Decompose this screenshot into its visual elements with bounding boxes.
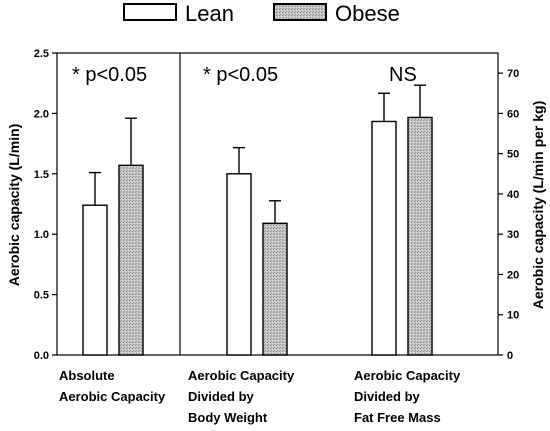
annotation-body-weight: * p<0.05 — [203, 64, 278, 86]
y-right-tick-label: 70 — [507, 68, 519, 80]
legend-swatch-lean — [123, 3, 177, 21]
legend-swatch-obese — [273, 3, 327, 21]
category-label-line: Absolute — [59, 368, 115, 383]
annotation-fat-free-mass: NS — [389, 64, 417, 86]
y-right-tick-label: 60 — [507, 108, 519, 120]
y-axis-right: 0 10 20 30 40 50 60 70 — [498, 68, 519, 362]
category-label-line: Divided by — [354, 389, 421, 404]
legend: Lean Obese — [123, 1, 400, 26]
annotation-absolute: * p<0.05 — [72, 64, 147, 86]
category-label-line: Body Weight — [188, 410, 268, 425]
y-axis-left: 0.0 0.5 1.0 1.5 2.0 2.5 — [34, 48, 57, 362]
lean-bar — [226, 173, 252, 356]
obese-bar — [407, 116, 433, 356]
obese-bar — [262, 222, 288, 356]
category-label-line: Divided by — [188, 389, 255, 404]
category-label-line: Aerobic Capacity — [188, 368, 295, 383]
y-left-tick-label: 1.5 — [34, 169, 49, 181]
y-right-tick-label: 10 — [507, 310, 519, 322]
y-left-tick-label: 0.5 — [34, 290, 49, 302]
legend-label-obese: Obese — [335, 1, 400, 26]
bars — [82, 84, 433, 356]
y-left-tick-label: 2.5 — [34, 48, 49, 60]
y-right-tick-label: 50 — [507, 149, 519, 161]
obese-bar — [118, 164, 144, 356]
y-right-tick-label: 30 — [507, 229, 519, 241]
y-right-tick-label: 0 — [507, 350, 513, 362]
legend-label-lean: Lean — [185, 1, 234, 26]
y-left-tick-label: 0.0 — [34, 350, 49, 362]
y-axis-label-left: Aerobic capacity (L/min) — [6, 124, 22, 287]
lean-bar — [82, 204, 108, 356]
y-right-tick-label: 20 — [507, 269, 519, 281]
y-left-tick-label: 2.0 — [34, 108, 49, 120]
y-right-tick-label: 40 — [507, 189, 519, 201]
y-axis-label-right: Aerobic capacity (L/min per kg) — [530, 101, 546, 310]
lean-bar — [371, 120, 397, 356]
category-label-line: Fat Free Mass — [354, 410, 441, 425]
category-label-line: Aerobic Capacity — [354, 368, 461, 383]
category-labels: Absolute Aerobic Capacity Aerobic Capacity… — [59, 368, 461, 425]
category-label-line: Aerobic Capacity — [59, 389, 166, 404]
y-left-tick-label: 1.0 — [34, 229, 49, 241]
